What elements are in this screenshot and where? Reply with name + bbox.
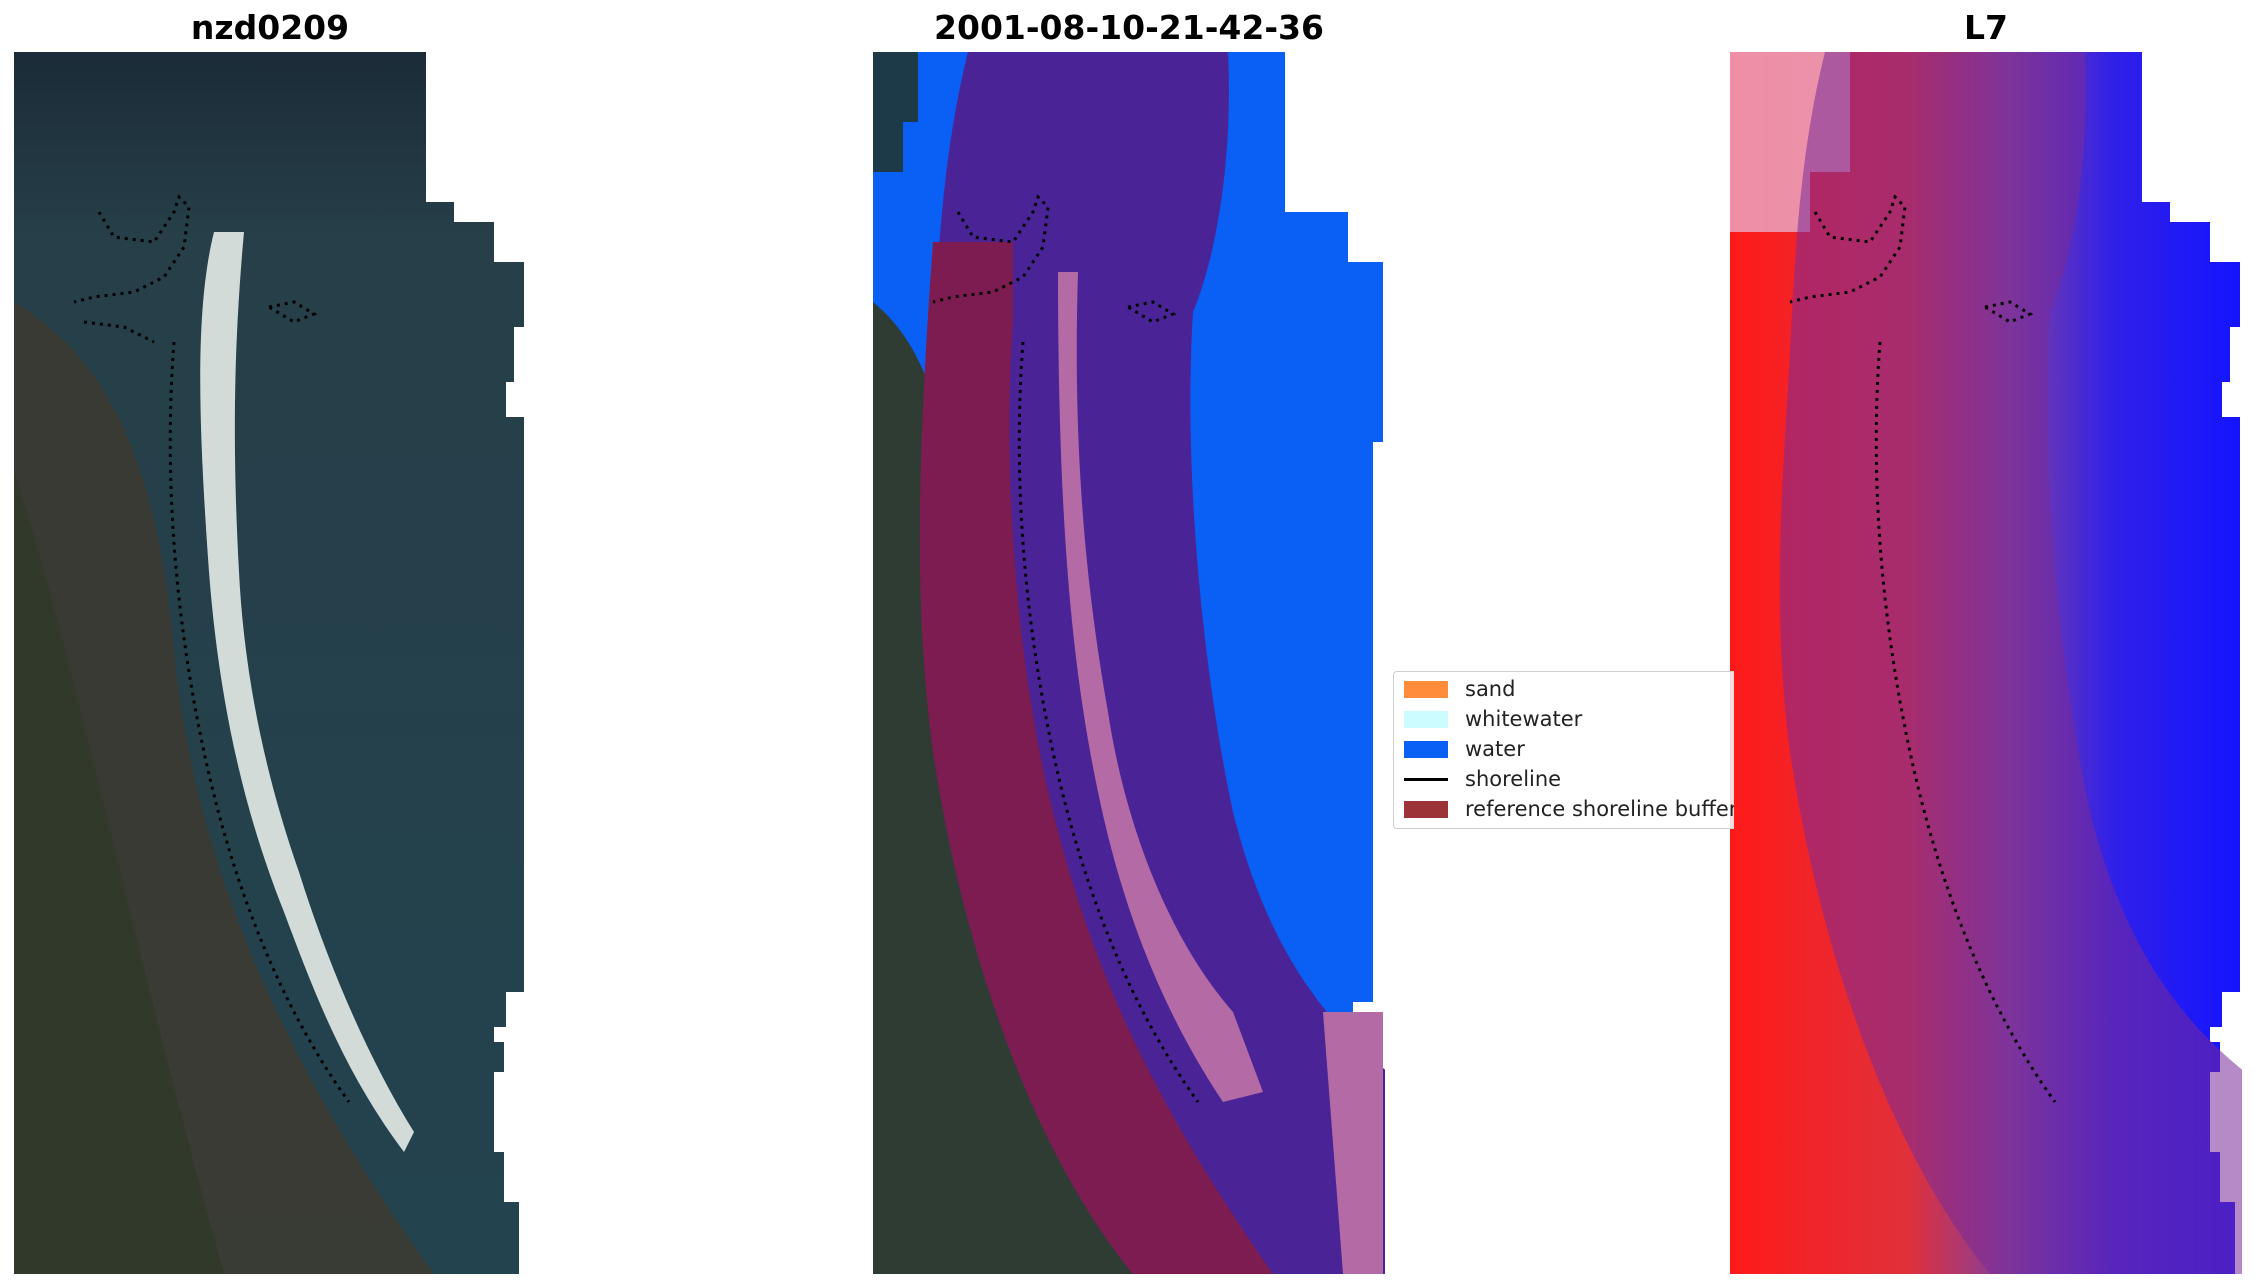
- panel-title-rgb: nzd0209: [190, 8, 350, 47]
- shoreline-trace-north: [1789, 194, 1907, 304]
- legend-item-water: water: [1404, 737, 1525, 761]
- shoreline-line-swatch: [1404, 777, 1448, 781]
- shoreline-trace: [168, 341, 351, 1103]
- vegetation-region: [14, 472, 224, 1274]
- shoreline-trace-island: [1123, 300, 1177, 324]
- unclassified-region: [873, 52, 918, 172]
- legend: sand whitewater water shoreline referenc…: [1393, 671, 1734, 829]
- buffer-overlay-land: [919, 242, 1273, 1274]
- shoreline-trace-north: [932, 194, 1050, 304]
- sand-swatch: [1404, 680, 1448, 698]
- classification-image: [873, 52, 1385, 1274]
- legend-item-reference-shoreline-buffer: reference shoreline buffer: [1404, 797, 1734, 821]
- rgb-image: [14, 52, 524, 1274]
- panel-title-classification: 2001-08-10-21-42-36: [934, 8, 1324, 47]
- legend-item-sand: sand: [1404, 677, 1515, 701]
- legend-item-shoreline: shoreline: [1404, 767, 1561, 791]
- shoreline-trace-lagoon: [83, 320, 155, 344]
- whitewater-band: [200, 232, 414, 1152]
- legend-label: reference shoreline buffer: [1465, 797, 1734, 821]
- legend-label: whitewater: [1465, 707, 1583, 731]
- shoreline-trace-island: [1980, 300, 2034, 324]
- shoreline-trace-north: [73, 194, 191, 304]
- buffer-overlay: [1779, 52, 2242, 1274]
- legend-label: sand: [1465, 677, 1516, 701]
- sand-overlay-south: [1323, 1012, 1383, 1274]
- shoreline-trace-island: [264, 300, 318, 324]
- sand-overlay: [1058, 272, 1263, 1102]
- water-swatch: [1404, 740, 1448, 758]
- shoreline-trace: [1017, 341, 1200, 1103]
- whitewater-swatch: [1404, 710, 1448, 728]
- index-image: [1730, 52, 2242, 1274]
- legend-label: shoreline: [1465, 767, 1562, 791]
- legend-label: water: [1465, 737, 1525, 761]
- panel-title-index: L7: [1964, 8, 2008, 47]
- buffer-swatch: [1404, 800, 1448, 818]
- shoreline-trace: [1874, 341, 2057, 1103]
- legend-item-whitewater: whitewater: [1404, 707, 1582, 731]
